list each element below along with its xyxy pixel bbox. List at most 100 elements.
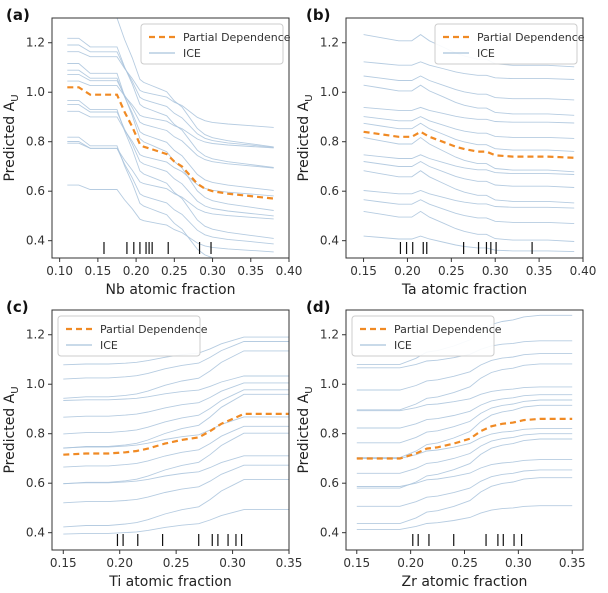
panel-c: (c) 0.15 0.20 0.25 0.30 0.35 0.4 0.6 0.8 1.0 1.2 Ti… xyxy=(2,298,302,590)
x-tick-label: 0.20 xyxy=(106,556,133,570)
legend-box xyxy=(434,23,578,65)
plot-area xyxy=(356,314,573,530)
ice-line xyxy=(356,469,573,507)
ice-line xyxy=(63,350,289,399)
ice-line xyxy=(67,63,274,211)
legend-pd-label: Partial Dependence xyxy=(183,31,291,44)
ice-line xyxy=(356,404,573,459)
axes-frame xyxy=(345,17,584,259)
legend-pd-label: Partial Dependence xyxy=(477,31,585,44)
x-tick-label: 0.25 xyxy=(438,264,465,278)
ice-line xyxy=(356,363,573,411)
x-axis-label: Ta atomic fraction xyxy=(401,282,527,298)
ice-line xyxy=(63,509,289,535)
legend-pd-label: Partial Dependence xyxy=(100,323,208,336)
y-tick-label: 0.4 xyxy=(320,526,339,540)
y-tick-label: 0.4 xyxy=(26,234,45,248)
ice-line xyxy=(356,399,573,444)
ice-line xyxy=(63,464,289,504)
ice-line xyxy=(67,99,274,239)
ice-line xyxy=(363,235,575,253)
panel-b: (b) 0.15 0.20 0.25 0.30 0.35 0.40 0.4 0.6 0.8 1.0 1… xyxy=(296,6,596,298)
x-tick-label: 0.25 xyxy=(161,264,188,278)
ice-line xyxy=(363,154,575,175)
ice-line xyxy=(363,170,575,204)
y-tick-label: 1.0 xyxy=(320,85,339,99)
legend-pd-label: Partial Dependence xyxy=(394,323,502,336)
x-tick-label: 0.20 xyxy=(394,264,421,278)
x-tick-label: 0.35 xyxy=(526,264,553,278)
ice-line xyxy=(67,142,274,220)
x-tick-label: 0.35 xyxy=(237,264,264,278)
x-tick-label: 0.25 xyxy=(163,556,190,570)
axes-frame xyxy=(51,309,290,551)
panel-label: (b) xyxy=(306,6,330,24)
ice-line xyxy=(63,479,289,528)
ice-line xyxy=(67,69,274,191)
plot-area xyxy=(63,336,289,535)
legend-ice-label: ICE xyxy=(183,47,201,60)
x-tick-label: 0.10 xyxy=(46,264,73,278)
y-axis-label-main: Predicted A xyxy=(2,393,18,473)
x-tick-label: 0.25 xyxy=(451,556,478,570)
ice-line xyxy=(363,75,575,101)
ice-line xyxy=(356,427,573,459)
ice-line xyxy=(363,106,575,124)
ice-line xyxy=(363,160,575,188)
panel-label: (c) xyxy=(6,298,29,316)
ice-line xyxy=(356,477,573,525)
y-axis-label: Predicted AU xyxy=(296,94,315,181)
ice-line xyxy=(67,104,274,217)
plot-area xyxy=(363,34,575,253)
y-axis-label-main: Predicted A xyxy=(296,393,312,473)
y-tick-label: 1.0 xyxy=(26,377,45,391)
y-tick-label: 0.8 xyxy=(26,135,45,149)
x-tick-label: 0.40 xyxy=(570,264,597,278)
ice-line xyxy=(363,116,575,139)
y-tick-label: 1.2 xyxy=(26,36,45,50)
ice-line xyxy=(363,122,575,152)
x-tick-label: 0.35 xyxy=(276,556,303,570)
y-tick-label: 0.6 xyxy=(320,476,339,490)
panel-a: (a) 0.10 0.15 0.20 0.25 0.30 0.35 0.40 0.4 0.6 0.8… xyxy=(2,6,302,298)
ice-line xyxy=(63,341,289,380)
axes-frame xyxy=(51,17,290,259)
y-axis-label-subscript: U xyxy=(10,94,21,101)
y-tick-label: 0.6 xyxy=(320,184,339,198)
ice-line xyxy=(363,136,575,173)
ice-line xyxy=(63,455,289,485)
ice-line xyxy=(356,386,573,412)
x-tick-label: 0.15 xyxy=(50,556,77,570)
panel-label: (d) xyxy=(306,298,330,316)
y-tick-label: 0.8 xyxy=(320,135,339,149)
y-axis-label: Predicted AU xyxy=(296,386,315,473)
legend-ice-label: ICE xyxy=(477,47,495,60)
ice-line xyxy=(63,393,289,449)
x-tick-label: 0.15 xyxy=(85,264,112,278)
ice-line xyxy=(363,210,575,242)
y-tick-label: 1.2 xyxy=(26,328,45,342)
legend-ice-label: ICE xyxy=(394,339,412,352)
legend-box xyxy=(57,315,201,357)
x-tick-label: 0.20 xyxy=(123,264,150,278)
y-tick-label: 0.6 xyxy=(26,476,45,490)
ice-line xyxy=(363,199,575,225)
ice-line xyxy=(363,84,575,116)
y-tick-label: 1.0 xyxy=(26,85,45,99)
y-tick-label: 0.6 xyxy=(26,184,45,198)
partial-dependence-line xyxy=(356,417,573,460)
y-axis-label-subscript: U xyxy=(304,94,315,101)
legend-ice-label: ICE xyxy=(100,339,118,352)
legend: Partial Dependence ICE xyxy=(434,23,585,65)
y-axis-label: Predicted AU xyxy=(2,94,21,181)
x-tick-label: 0.40 xyxy=(276,264,303,278)
legend: Partial Dependence ICE xyxy=(57,315,208,357)
partial-dependence-line xyxy=(67,86,274,200)
ice-line xyxy=(356,353,573,391)
y-axis-label-subscript: U xyxy=(304,386,315,393)
x-tick-label: 0.30 xyxy=(505,556,532,570)
x-tick-label: 0.20 xyxy=(397,556,424,570)
y-axis-label-subscript: U xyxy=(10,386,21,393)
legend-box xyxy=(140,23,284,65)
